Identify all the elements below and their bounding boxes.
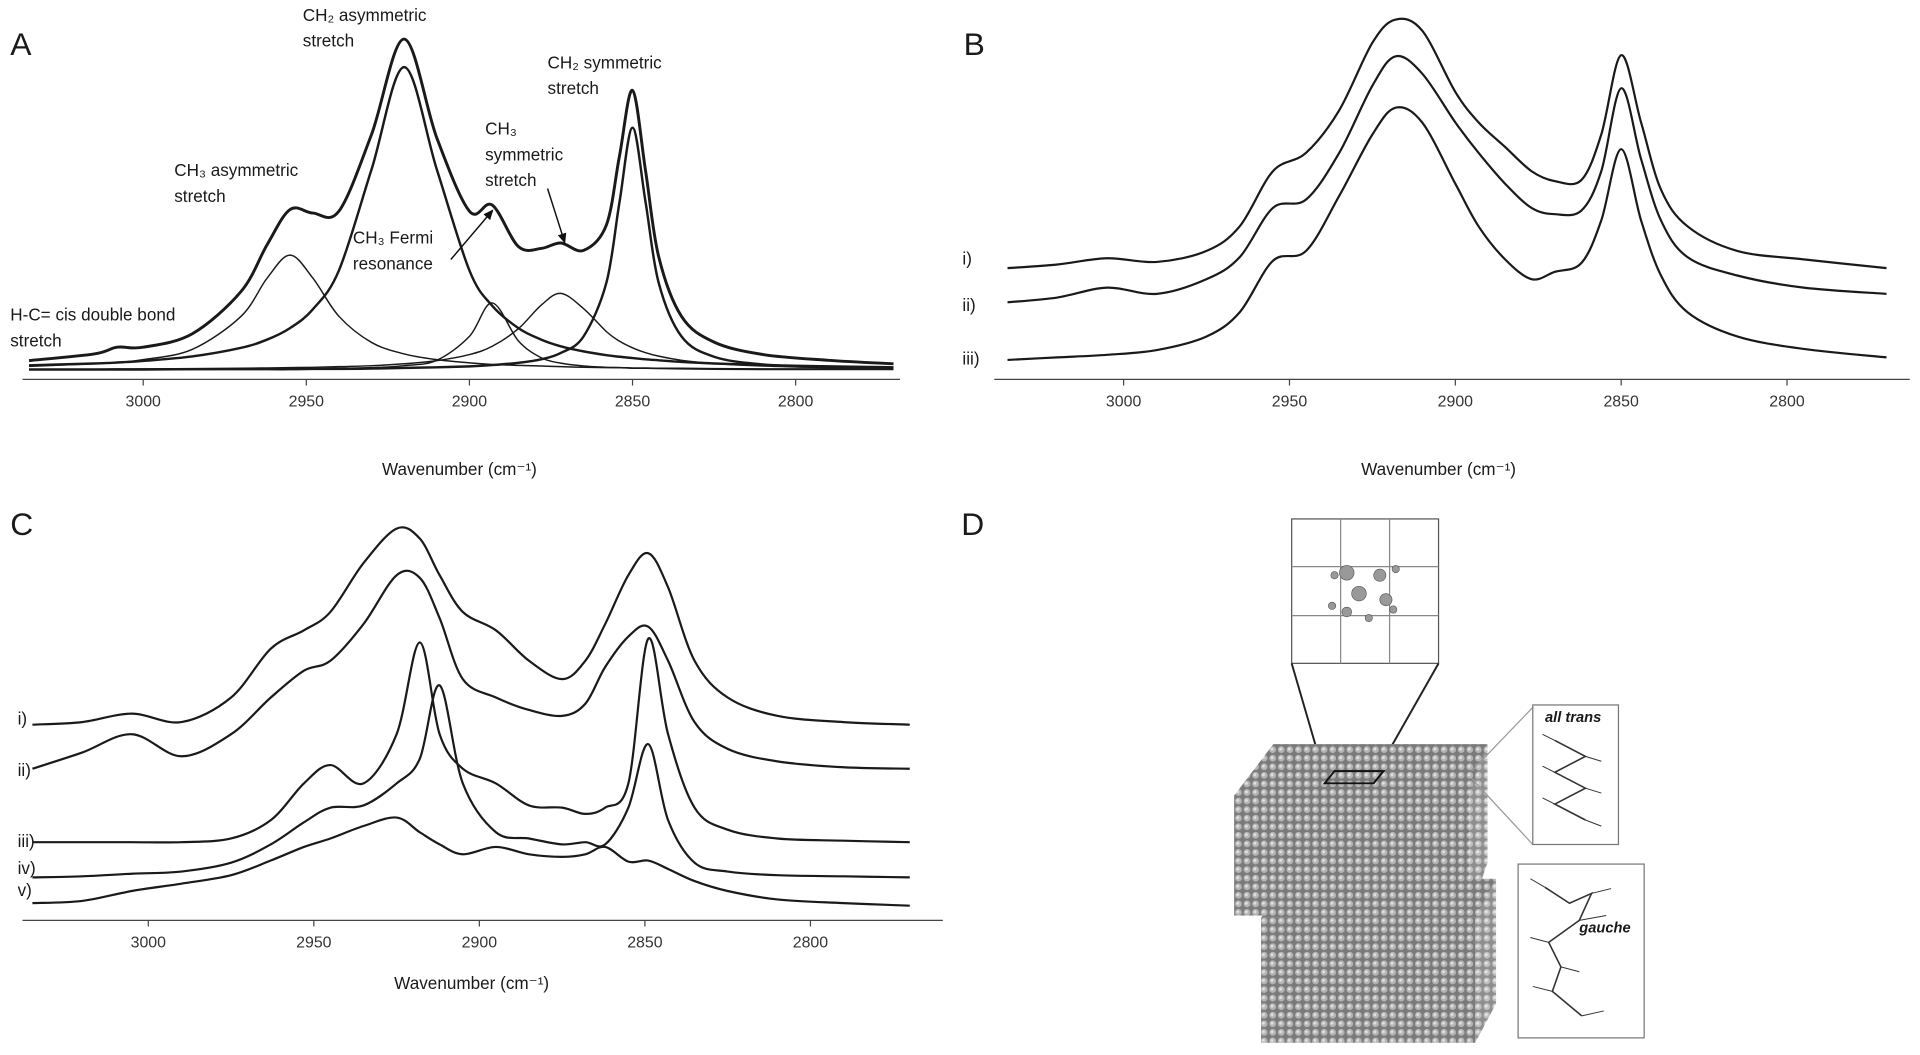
annotation: stretch — [174, 186, 225, 206]
inset-box — [1517, 863, 1645, 1039]
selection — [1322, 770, 1386, 785]
bonds — [1542, 733, 1602, 827]
series-label: iv) — [18, 858, 36, 878]
crystal-front — [1261, 917, 1476, 1043]
leader — [1471, 777, 1534, 845]
inset-box — [1532, 704, 1620, 846]
x-tick-label: 2850 — [1603, 393, 1639, 410]
bonds — [1530, 878, 1612, 1017]
spectrum-line — [1007, 106, 1887, 362]
panel-label: C — [10, 506, 33, 542]
inset-trans: all trans — [1471, 704, 1620, 846]
annotation: CH₂ asymmetric — [303, 5, 427, 25]
series-label: i) — [962, 248, 972, 268]
x-axis-label: Wavenumber (cm⁻¹) — [1361, 459, 1516, 479]
x-tick-label: 3000 — [1106, 393, 1142, 410]
x-axis-label: Wavenumber (cm⁻¹) — [394, 973, 549, 993]
spectrum-line — [32, 684, 910, 879]
cell-atoms — [1328, 565, 1400, 623]
panel-label: A — [10, 26, 32, 62]
panel: B 3000 2950 2900 2850 2800 Wavenumber (cm⁻¹) i)… — [962, 17, 1910, 479]
series-label: iii) — [18, 831, 35, 851]
spectrum-line — [32, 526, 910, 726]
inset-label: all trans — [1545, 710, 1601, 726]
crystal-side — [1475, 878, 1497, 1043]
x-tick-label: 3000 — [131, 934, 167, 951]
cell-grid — [1291, 518, 1439, 664]
x-tick-label: 2950 — [289, 393, 325, 410]
annotation: stretch — [10, 330, 61, 350]
x-tick-label: 2850 — [627, 934, 663, 951]
x-tick-label: 2800 — [778, 393, 814, 410]
arrow — [546, 188, 567, 244]
spectrum-line — [32, 569, 910, 770]
series-label: ii) — [962, 295, 975, 315]
series-label: iii) — [962, 349, 979, 369]
spectrum-line — [1007, 54, 1887, 304]
spectrum-line — [29, 302, 894, 371]
x-tick-label: 2900 — [462, 934, 498, 951]
annotation: CH₃ Fermi — [353, 228, 433, 248]
spectrum-line — [32, 816, 910, 907]
panel: A 3000 2950 2900 2850 2800 Wavenumber (cm⁻¹) CH… — [10, 5, 901, 479]
panel-label: B — [964, 26, 985, 62]
annotation: CH₃ asymmetric — [174, 160, 298, 180]
x-tick-label: 2900 — [1438, 393, 1474, 410]
chain — [1544, 886, 1594, 1017]
panel: C 3000 2950 2900 2850 2800 Wavenumber (cm⁻¹) i)… — [10, 506, 943, 993]
annotation: stretch — [303, 31, 354, 51]
spectrum-line — [32, 637, 910, 844]
annotation: CH₂ symmetric — [548, 53, 663, 73]
spectrum-line — [1007, 17, 1887, 270]
x-tick-label: 2950 — [296, 934, 332, 951]
crystal-top — [1234, 744, 1488, 796]
x-tick-label: 3000 — [126, 393, 162, 410]
annotation: stretch — [548, 78, 599, 98]
spectrum-line — [29, 292, 894, 370]
x-tick-label: 2900 — [452, 393, 488, 410]
arrow — [450, 209, 494, 260]
annotation: CH₃ — [485, 119, 517, 139]
crystal-top — [1261, 878, 1497, 918]
panel-label: D — [961, 506, 984, 542]
x-tick-label: 2800 — [793, 934, 829, 951]
inset-gauche: gauche — [1517, 863, 1645, 1039]
annotation: H-C= cis double bond — [10, 305, 175, 325]
x-tick-label: 2850 — [615, 393, 651, 410]
annotation: symmetric — [485, 144, 563, 164]
crystal-diagram: D all tran — [961, 506, 1645, 1043]
series-label: ii) — [18, 760, 31, 780]
series-label: v) — [18, 880, 32, 900]
x-tick-label: 2800 — [1769, 393, 1805, 410]
leader — [1471, 706, 1534, 772]
x-tick-label: 2950 — [1272, 393, 1308, 410]
annotation: stretch — [485, 170, 536, 190]
annotation: resonance — [353, 253, 433, 273]
x-axis-label: Wavenumber (cm⁻¹) — [382, 459, 537, 479]
inset-label: gauche — [1578, 921, 1630, 937]
crystal-side — [1469, 744, 1488, 916]
spectrum-line — [28, 37, 894, 366]
chain — [1553, 739, 1588, 821]
series-label: i) — [18, 709, 28, 729]
spectrum-line — [28, 65, 894, 369]
